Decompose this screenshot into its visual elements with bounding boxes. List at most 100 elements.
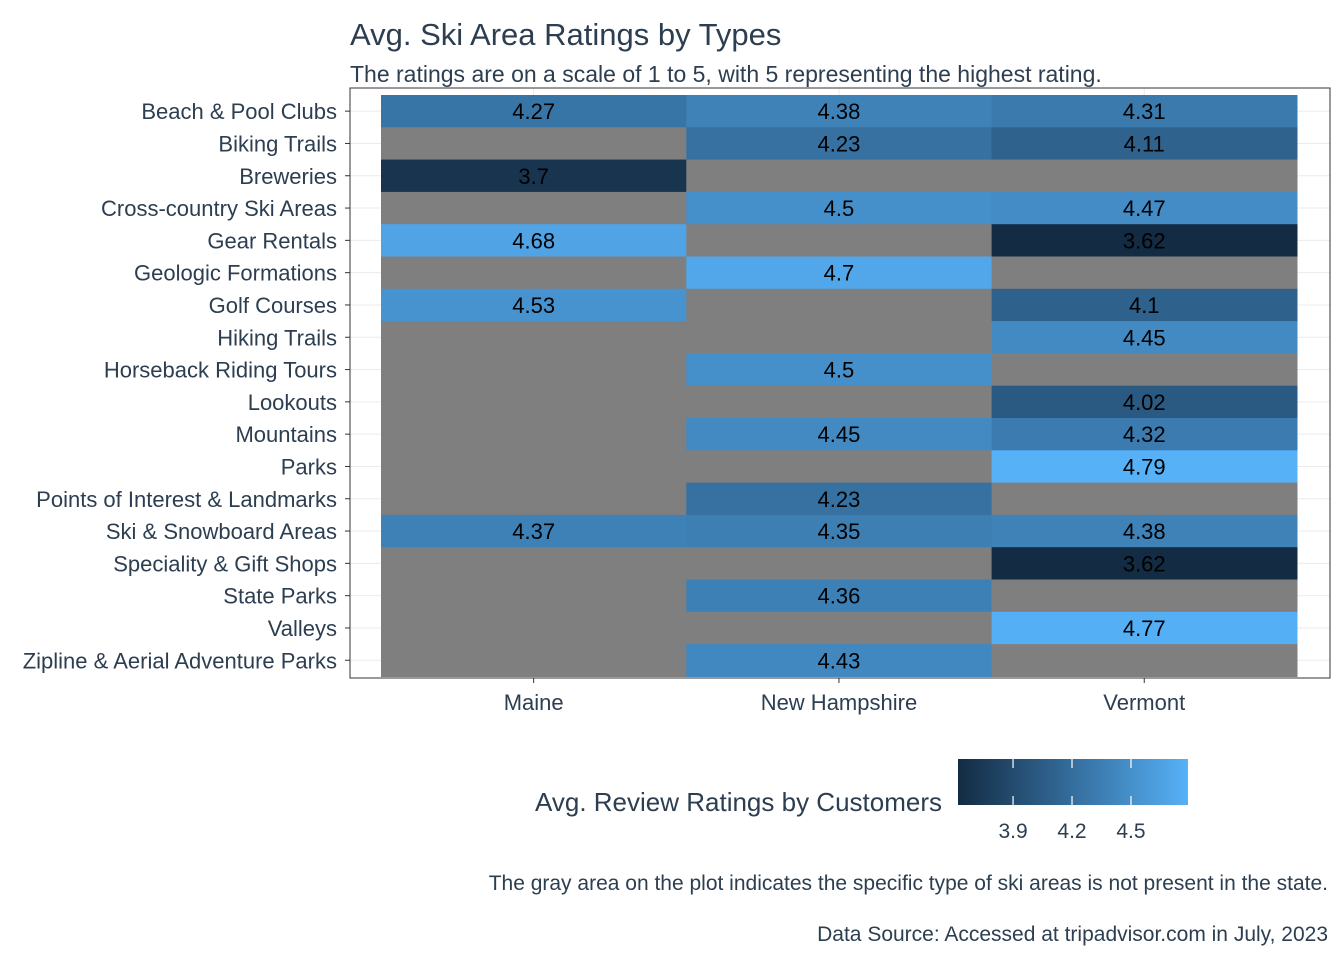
- heatmap-cell: [381, 256, 687, 290]
- heatmap-cell: [381, 191, 687, 225]
- cell-value-label: 4.45: [1123, 325, 1166, 350]
- heatmap-cell: [991, 224, 1298, 258]
- heatmap-cell: [381, 95, 687, 128]
- cell-value-label: 4.23: [818, 131, 861, 156]
- heatmap-cell: [991, 482, 1298, 516]
- y-tick-label: Valleys: [268, 616, 337, 641]
- heatmap-cell: [686, 514, 993, 548]
- caption-line: Data Source: Accessed at tripadvisor.com…: [817, 923, 1328, 946]
- heatmap-cell: [991, 385, 1298, 419]
- heatmap-cell: [686, 418, 993, 451]
- heatmap-cell: [381, 579, 687, 613]
- y-tick-label: Biking Trails: [218, 131, 337, 156]
- heatmap-cell: [991, 353, 1298, 387]
- cell-value-label: 4.23: [818, 487, 861, 512]
- heatmap-cell: [381, 611, 687, 645]
- heatmap-cell: [381, 385, 687, 419]
- heatmap-cell: [686, 579, 993, 613]
- heatmap-cell: [381, 450, 687, 484]
- y-tick-label: Parks: [281, 454, 337, 479]
- heatmap-cell: [686, 224, 993, 258]
- x-tick-label: Maine: [504, 690, 564, 715]
- cell-value-label: 4.79: [1123, 454, 1166, 479]
- legend-ticks: 3.9 4.2 4.5: [998, 759, 1146, 843]
- legend-tick-label: 4.5: [1116, 820, 1145, 843]
- heatmap-cell: [991, 579, 1298, 613]
- y-tick-label: Mountains: [235, 422, 337, 447]
- cell-value-label: 4.11: [1124, 131, 1165, 156]
- heatmap-cell: [381, 353, 687, 387]
- y-tick-label: Golf Courses: [209, 293, 337, 318]
- heatmap-cell: [381, 547, 687, 581]
- heatmap-cell: [686, 127, 993, 161]
- y-tick-label: Lookouts: [248, 390, 337, 415]
- heatmap-cell: [991, 321, 1298, 354]
- y-tick-label: Speciality & Gift Shops: [113, 551, 337, 576]
- cell-value-label: 4.7: [824, 261, 855, 286]
- heatmap-cell: [381, 514, 687, 548]
- heatmap-cell: [686, 385, 993, 419]
- y-tick-label: State Parks: [223, 584, 337, 609]
- x-tick-label: New Hampshire: [761, 690, 918, 715]
- heatmap-cell: [381, 127, 687, 161]
- heatmap-cell: [686, 321, 993, 354]
- cell-value-label: 4.35: [818, 519, 861, 544]
- heatmap-cell: [991, 256, 1298, 290]
- legend-tick-label: 3.9: [998, 820, 1027, 843]
- y-tick-label: Cross-country Ski Areas: [101, 196, 337, 221]
- heatmap-cell: [381, 288, 687, 322]
- cell-value-label: 4.1: [1129, 293, 1160, 318]
- cell-value-labels: 4.27 4.38 4.31 4.23 4.11 3.7 4.5 4.47 4.68 3.62 4.…: [512, 99, 1165, 673]
- heatmap-cell: [381, 482, 687, 516]
- cell-value-label: 4.43: [818, 648, 861, 673]
- y-tick-label: Zipline & Aerial Adventure Parks: [23, 648, 337, 673]
- cell-value-label: 3.7: [518, 164, 549, 189]
- y-tick-label: Horseback Riding Tours: [104, 358, 337, 383]
- heatmap-cell: [381, 159, 687, 193]
- y-tick-label: Points of Interest & Landmarks: [36, 487, 337, 512]
- y-tick-label: Breweries: [239, 164, 337, 189]
- legend-colorbar: [958, 759, 1188, 805]
- heatmap-cell: [991, 159, 1298, 193]
- heatmap-cell: [686, 191, 993, 225]
- heatmap-cell: [381, 224, 687, 258]
- heatmap-cell: [991, 514, 1298, 548]
- heatmap-cell: [686, 450, 993, 484]
- cell-value-label: 4.38: [1123, 519, 1166, 544]
- heatmap-cell: [991, 547, 1298, 581]
- heatmap-cell: [991, 191, 1298, 225]
- cell-value-label: 4.32: [1123, 422, 1166, 447]
- cell-value-label: 4.77: [1123, 616, 1166, 641]
- cell-value-label: 4.37: [512, 519, 555, 544]
- heatmap-cell: [686, 95, 993, 128]
- cell-value-label: 4.38: [818, 99, 861, 124]
- heatmap-cell: [381, 644, 687, 677]
- heatmap-cell: [991, 450, 1298, 484]
- cell-value-label: 4.02: [1123, 390, 1166, 415]
- heatmap-cell: [381, 321, 687, 354]
- x-tick-label: Vermont: [1103, 690, 1185, 715]
- heatmap-cells: [381, 95, 1298, 677]
- cell-value-label: 4.5: [824, 358, 855, 383]
- heatmap-cell: [686, 159, 993, 193]
- heatmap-cell: [686, 611, 993, 645]
- cell-value-label: 4.31: [1123, 99, 1166, 124]
- chart-subtitle: The ratings are on a scale of 1 to 5, wi…: [350, 61, 1102, 87]
- heatmap-cell: [991, 418, 1298, 451]
- heatmap-cell: [686, 547, 993, 581]
- cell-value-label: 4.5: [824, 196, 855, 221]
- legend-title: Avg. Review Ratings by Customers: [535, 787, 942, 817]
- chart-title: Avg. Ski Area Ratings by Types: [350, 17, 781, 52]
- y-axis: Beach & Pool Clubs Biking Trails Breweries…: [23, 99, 350, 673]
- heatmap-cell: [991, 644, 1298, 677]
- heatmap-cell: [686, 644, 993, 677]
- y-tick-label: Ski & Snowboard Areas: [106, 519, 337, 544]
- cell-value-label: 4.36: [818, 584, 861, 609]
- y-tick-label: Geologic Formations: [134, 261, 337, 286]
- heatmap-cell: [686, 482, 993, 516]
- heatmap-cell: [991, 288, 1298, 322]
- heatmap-cell: [991, 127, 1298, 161]
- x-axis: Maine New Hampshire Vermont: [504, 678, 1185, 715]
- y-tick-label: Hiking Trails: [217, 325, 337, 350]
- caption-line: The gray area on the plot indicates the …: [489, 872, 1328, 895]
